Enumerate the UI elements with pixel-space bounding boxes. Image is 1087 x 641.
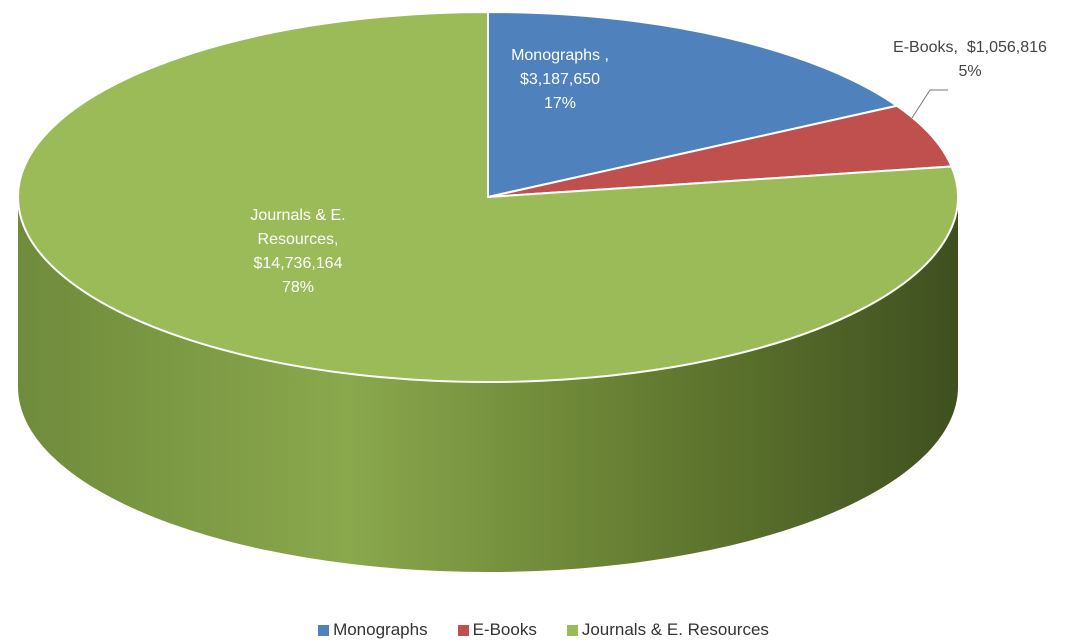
legend-label: E-Books [472,620,537,639]
legend-item: E-Books [457,620,537,640]
label-value: $1,056,816 [966,39,1047,56]
legend-swatch [566,624,578,636]
label-name: Monographs , [511,47,609,64]
label-name: Journals & E. Resources, [250,207,346,248]
label-name: E-Books, [893,39,958,56]
legend-label: Journals & E. Resources [581,620,769,639]
slice [17,10,959,383]
legend-swatch [318,624,330,636]
slice [487,104,954,198]
legend-swatch [457,624,469,636]
label-percent: 78% [281,279,315,296]
data-label: Journals & E. Resources, $14,736,164 78% [218,204,378,300]
slice-side [18,197,958,572]
label-value: $3,187,650 [519,71,601,88]
label-percent: 5% [958,63,982,80]
slice [487,10,900,199]
data-label: Monographs , $3,187,650 17% [480,44,640,116]
legend-item: Monographs [318,620,428,640]
data-label: E-Books, $1,056,816 5% [860,36,1080,84]
legend-label: Monographs [333,620,428,639]
leader-line [911,89,948,119]
legend-item: Journals & E. Resources [566,620,769,640]
label-percent: 17% [543,95,577,112]
label-value: $14,736,164 [253,255,343,272]
legend: Monographs E-Books Journals & E. Resources [0,620,1087,640]
